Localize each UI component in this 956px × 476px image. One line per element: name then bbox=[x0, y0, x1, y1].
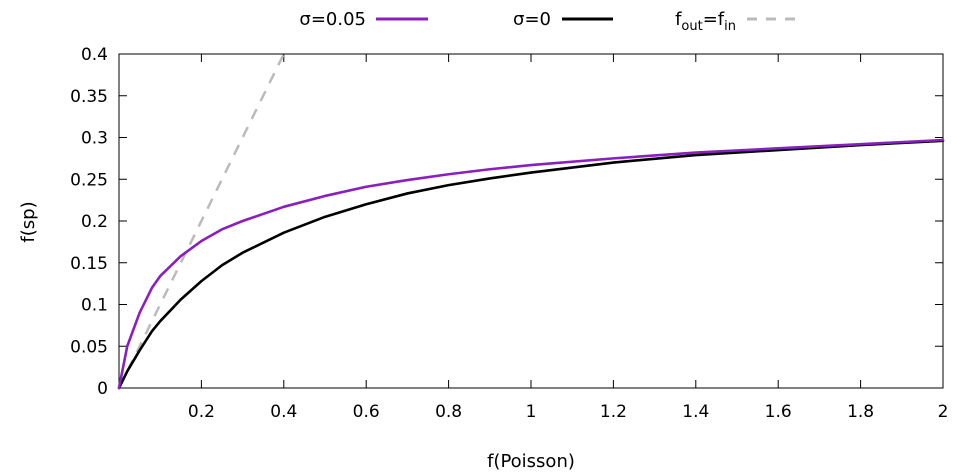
x-tick-label: 0.8 bbox=[435, 402, 462, 422]
series-line-sigma-0 bbox=[117, 139, 945, 390]
x-tick-label: 1.6 bbox=[765, 402, 792, 422]
x-tick-label: 0.2 bbox=[188, 402, 215, 422]
tick-labels: 0.2 0.4 0.6 0.8 1 1.2 1.4 1.6 1.8 2 0 0.05 0.1 0.15 0.… bbox=[70, 45, 948, 422]
x-tick-label: 1.2 bbox=[600, 402, 627, 422]
x-tick-label: 1.4 bbox=[682, 402, 709, 422]
legend-label-sigma-005: σ=0.05 bbox=[299, 9, 366, 30]
y-axis-label: f(sp) bbox=[18, 201, 39, 242]
x-tick-label: 0.6 bbox=[353, 402, 380, 422]
y-tick-label: 0.15 bbox=[70, 254, 108, 274]
series-lines bbox=[117, 53, 945, 390]
y-tick-label: 0.05 bbox=[70, 337, 108, 357]
series-line-sigma-005 bbox=[117, 138, 945, 390]
y-tick-label: 0.2 bbox=[81, 212, 108, 232]
x-axis-label: f(Poisson) bbox=[487, 451, 575, 472]
y-tick-label: 0.4 bbox=[81, 45, 108, 65]
y-tick-label: 0.35 bbox=[70, 87, 108, 107]
x-tick-label: 1 bbox=[526, 402, 537, 422]
y-tick-label: 0.1 bbox=[81, 296, 108, 316]
x-tick-label: 2 bbox=[938, 402, 949, 422]
x-tick-label: 1.8 bbox=[847, 402, 874, 422]
legend-label-sigma-0: σ=0 bbox=[513, 9, 551, 30]
y-tick-label: 0 bbox=[97, 379, 108, 399]
y-tick-label: 0.25 bbox=[70, 170, 108, 190]
x-tick-label: 0.4 bbox=[270, 402, 297, 422]
legend-label-identity: fout=fin bbox=[675, 9, 736, 34]
y-tick-label: 0.3 bbox=[81, 129, 108, 149]
legend: σ=0.05 σ=0 fout=fin bbox=[299, 9, 798, 34]
series-line-identity bbox=[117, 53, 285, 389]
